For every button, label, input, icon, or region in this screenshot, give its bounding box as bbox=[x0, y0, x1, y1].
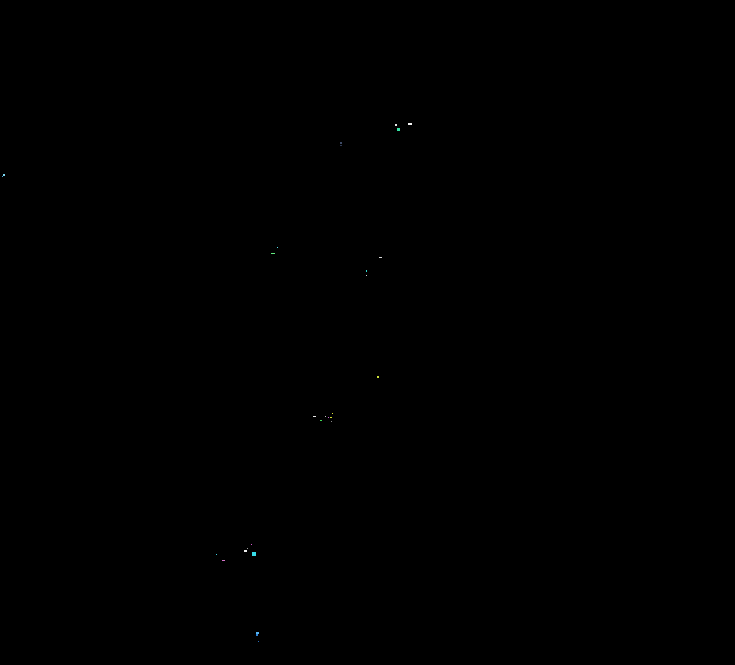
cyan-dot-mid-left bbox=[277, 247, 278, 248]
magenta-dot-lower-cluster bbox=[251, 544, 252, 545]
gray-dot-center-cluster bbox=[331, 421, 332, 422]
cyan-speck-left-edge-tail bbox=[2, 176, 3, 177]
teal-square-upper-cluster bbox=[397, 128, 400, 131]
green-dash-mid-left bbox=[271, 253, 275, 254]
blue-glyph-bottom-stem bbox=[256, 634, 258, 636]
yellow-dash-center-cluster bbox=[330, 417, 332, 418]
white-dash-lower-cluster bbox=[244, 550, 247, 552]
yellow-green-dot-center bbox=[377, 376, 379, 378]
green-dot-center-cluster bbox=[320, 420, 322, 421]
white-dot-upper-cluster bbox=[395, 124, 397, 126]
magenta-dot-center-cluster bbox=[328, 417, 329, 418]
dim-navy-dot-lower bbox=[340, 145, 342, 146]
white-dash-mid bbox=[379, 257, 382, 258]
pink-dash-lower-left bbox=[222, 560, 225, 561]
cyan-speck-left-edge bbox=[3, 174, 5, 176]
dim-cyan-dot-lower-left bbox=[216, 554, 217, 555]
gray-dot-lower-cluster bbox=[247, 548, 248, 549]
cyan-square-lower-cluster bbox=[252, 552, 256, 556]
gray-dot-mid bbox=[366, 275, 367, 276]
yellow-dot-center-cluster bbox=[332, 413, 333, 414]
blue-glyph-bottom-top bbox=[256, 632, 259, 634]
white-bar-upper-cluster bbox=[408, 123, 412, 125]
white-dot-center-cluster bbox=[325, 416, 326, 417]
dim-navy-dot-upper bbox=[340, 142, 342, 144]
white-dash-center-cluster bbox=[313, 416, 316, 417]
dim-blue-dot-bottom bbox=[258, 641, 259, 642]
cyan-dot-mid bbox=[366, 270, 367, 272]
